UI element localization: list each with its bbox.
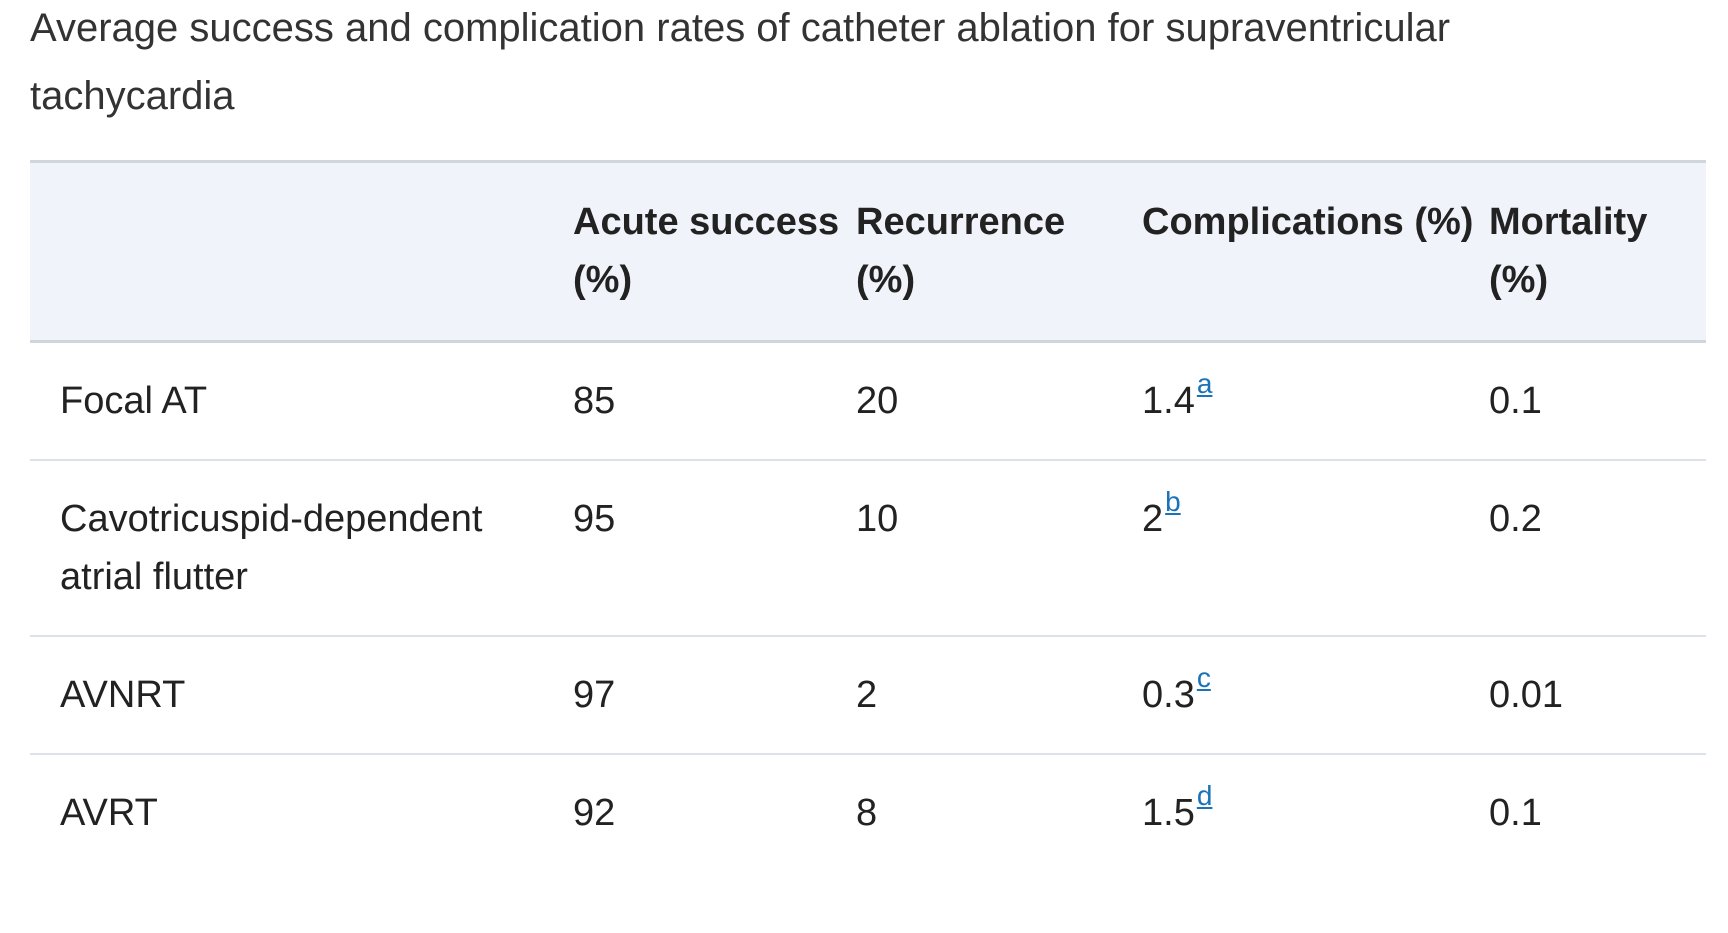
rates-table: Acute success (%) Recurrence (%) Complic… xyxy=(30,160,1706,871)
complications-cell: 1.5d xyxy=(1142,754,1489,871)
recurrence-value: 10 xyxy=(856,460,1142,637)
footnote-link[interactable]: b xyxy=(1165,486,1181,517)
complications-cell: 1.4a xyxy=(1142,341,1489,461)
header-cell-label xyxy=(30,160,573,343)
footnote-link[interactable]: c xyxy=(1196,662,1211,693)
mortality-value: 0.01 xyxy=(1489,636,1706,755)
complications-value: 2 xyxy=(1142,498,1164,540)
complications-value: 0.3 xyxy=(1142,674,1195,716)
acute-success-value: 85 xyxy=(573,341,856,461)
complications-value: 1.4 xyxy=(1142,380,1195,422)
complications-cell: 2b xyxy=(1142,460,1489,637)
header-recurrence: Recurrence (%) xyxy=(856,160,1142,343)
row-label: Cavotricuspid-dependent atrial flutter xyxy=(30,460,573,637)
acute-success-value: 92 xyxy=(573,792,616,834)
acute-success-value: 97 xyxy=(573,636,856,755)
mortality-value: 0.2 xyxy=(1489,460,1706,637)
row-label: AVNRT xyxy=(30,636,573,755)
recurrence-value: 8 xyxy=(856,792,878,834)
complications-value: 1.5 xyxy=(1142,792,1195,834)
row-label: AVRT xyxy=(60,792,158,834)
footnote-link[interactable]: a xyxy=(1196,368,1213,399)
table-row: AVRT 92 8 1.5d 0.1 xyxy=(30,754,1706,871)
header-row: Acute success (%) Recurrence (%) Complic… xyxy=(30,160,1706,343)
table-caption: Average success and complication rates o… xyxy=(30,6,1451,118)
table-row: AVNRT 97 2 0.3c 0.01 xyxy=(30,636,1706,755)
mortality-value: 0.1 xyxy=(1489,341,1706,461)
recurrence-value: 2 xyxy=(856,636,1142,755)
header-acute-success: Acute success (%) xyxy=(573,160,856,343)
row-label: Focal AT xyxy=(30,341,573,461)
recurrence-value: 20 xyxy=(856,341,1142,461)
complications-cell: 0.3c xyxy=(1142,636,1489,755)
footnote-link[interactable]: d xyxy=(1196,780,1213,811)
header-complications: Complications (%) xyxy=(1142,160,1489,343)
table-row: Cavotricuspid-dependent atrial flutter 9… xyxy=(30,460,1706,637)
acute-success-value: 95 xyxy=(573,460,856,637)
mortality-value: 0.1 xyxy=(1489,792,1542,834)
header-mortality: Mortality (%) xyxy=(1489,160,1706,343)
table-row: Focal AT 85 20 1.4a 0.1 xyxy=(30,341,1706,461)
